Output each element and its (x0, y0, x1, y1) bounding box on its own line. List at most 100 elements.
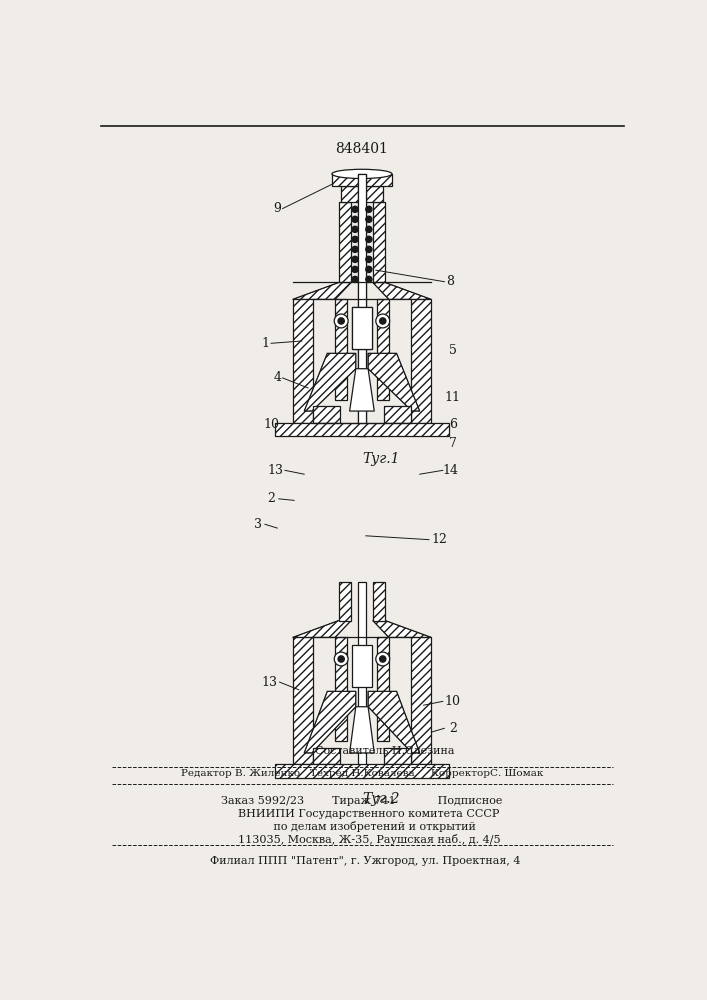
Text: 6: 6 (449, 418, 457, 431)
Bar (275, 423, 449, 436)
Circle shape (352, 206, 358, 212)
Polygon shape (373, 620, 431, 637)
Bar (358, 582, 366, 778)
Bar (335, 637, 347, 741)
Bar (332, 174, 392, 186)
Text: 3: 3 (254, 518, 262, 531)
Bar (312, 406, 340, 423)
Polygon shape (293, 620, 351, 637)
Text: по делам изобретений и открытий: по делам изобретений и открытий (249, 821, 475, 832)
Bar (383, 406, 411, 423)
Circle shape (366, 216, 372, 222)
Bar (335, 299, 347, 400)
Text: 5: 5 (449, 344, 457, 358)
Bar (383, 406, 411, 423)
Text: 2: 2 (449, 722, 457, 735)
Text: 14: 14 (443, 464, 459, 477)
Bar (332, 174, 392, 186)
Text: ВНИИПИ Государственного комитета СССР: ВНИИПИ Государственного комитета СССР (224, 809, 500, 819)
Circle shape (338, 318, 344, 324)
Bar (377, 637, 389, 741)
Bar (358, 174, 366, 436)
Bar (335, 637, 347, 741)
Bar (377, 299, 389, 400)
Circle shape (380, 318, 386, 324)
Circle shape (366, 246, 372, 252)
Text: 9: 9 (274, 202, 281, 215)
Bar (411, 637, 431, 764)
Bar (293, 299, 312, 423)
Bar (312, 406, 340, 423)
Circle shape (334, 652, 348, 666)
Text: 10: 10 (445, 695, 461, 708)
Text: 848401: 848401 (336, 142, 388, 156)
Text: Редактор В. Жиленко   Техред Н.Ковалева     КорректорС. Шомак: Редактор В. Жиленко Техред Н.Ковалева Ко… (181, 769, 543, 778)
Text: 8: 8 (447, 275, 455, 288)
Bar (341, 186, 382, 202)
Text: 13: 13 (268, 464, 284, 477)
Bar (293, 637, 312, 764)
Ellipse shape (332, 169, 392, 179)
Text: 11: 11 (445, 391, 461, 404)
Text: 1: 1 (262, 337, 269, 350)
Text: 2: 2 (267, 492, 275, 505)
Bar (275, 764, 449, 778)
Bar (383, 748, 411, 764)
Circle shape (338, 656, 344, 662)
Bar (377, 299, 389, 400)
Bar (312, 748, 340, 764)
Polygon shape (350, 369, 374, 411)
Bar (293, 637, 312, 764)
Text: 7: 7 (449, 437, 457, 450)
Bar (275, 423, 449, 436)
Bar (411, 299, 431, 423)
Polygon shape (293, 282, 351, 299)
Bar (341, 186, 382, 202)
Circle shape (352, 246, 358, 252)
Bar (373, 202, 385, 282)
Circle shape (352, 266, 358, 272)
Circle shape (366, 236, 372, 242)
Bar (411, 299, 431, 423)
Bar (411, 637, 431, 764)
Circle shape (334, 314, 348, 328)
Circle shape (376, 314, 390, 328)
Text: Заказ 5992/23        Тираж 741            Подписное: Заказ 5992/23 Тираж 741 Подписное (221, 796, 503, 806)
Circle shape (352, 216, 358, 222)
Bar (335, 299, 347, 400)
Circle shape (366, 206, 372, 212)
Polygon shape (368, 353, 420, 411)
Polygon shape (350, 707, 374, 753)
Text: Τуг.1: Τуг.1 (363, 452, 400, 466)
Bar (339, 582, 351, 620)
Text: 10: 10 (263, 418, 279, 431)
Text: 4: 4 (273, 371, 281, 384)
Circle shape (376, 652, 390, 666)
Text: Составитель Н.Слезина: Составитель Н.Слезина (315, 746, 455, 756)
Bar (339, 202, 351, 282)
Bar (358, 174, 366, 436)
Bar (373, 582, 385, 620)
Polygon shape (368, 691, 420, 753)
Circle shape (366, 276, 372, 282)
Circle shape (352, 226, 358, 232)
Circle shape (366, 266, 372, 272)
Circle shape (352, 236, 358, 242)
Text: 12: 12 (431, 533, 447, 546)
Bar (373, 202, 385, 282)
Circle shape (366, 226, 372, 232)
Text: Τуг.2: Τуг.2 (363, 792, 400, 806)
Bar (339, 202, 351, 282)
Bar (377, 637, 389, 741)
Polygon shape (304, 353, 356, 411)
Circle shape (380, 656, 386, 662)
Circle shape (366, 256, 372, 262)
Polygon shape (373, 282, 431, 299)
Bar (352, 307, 372, 349)
Bar (383, 748, 411, 764)
Text: 113035, Москва, Ж-35, Раушская наб., д. 4/5: 113035, Москва, Ж-35, Раушская наб., д. … (223, 834, 501, 845)
Bar (352, 645, 372, 687)
Bar (339, 582, 351, 620)
Bar (275, 764, 449, 778)
Polygon shape (304, 691, 356, 753)
